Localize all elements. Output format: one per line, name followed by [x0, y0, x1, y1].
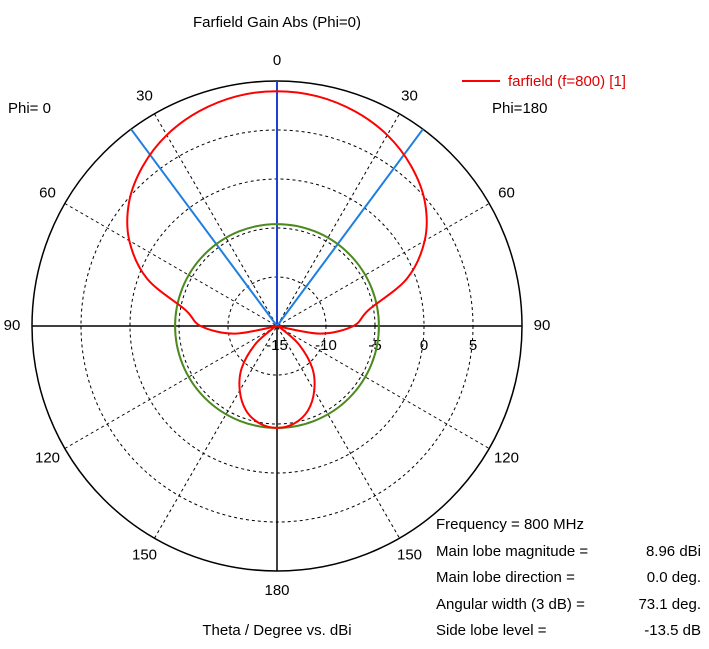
radial-tick-labels: -15 -10 -5 0 5 [266, 337, 477, 354]
angle-tick-label: 150 [132, 546, 157, 563]
series-layer [126, 81, 428, 429]
info-row: Angular width (3 dB) = 73.1 deg. [436, 592, 706, 619]
legend: farfield (f=800) [1] [462, 73, 626, 90]
radial-tick-label: 0 [420, 337, 428, 354]
radial-tick-label: -10 [315, 337, 337, 354]
beamwidth-line [130, 128, 278, 327]
info-label: Main lobe direction = [436, 569, 575, 586]
farfield-info-panel: Frequency = 800 MHz Main lobe magnitude =… [436, 512, 706, 645]
info-row: Frequency = 800 MHz [436, 512, 706, 539]
info-label: Main lobe magnitude = [436, 542, 589, 560]
info-value: 0.0 deg. [646, 569, 701, 586]
grid-spoke [154, 113, 400, 539]
grid-spoke [154, 113, 400, 539]
angle-tick-label: 120 [35, 449, 60, 466]
angle-tick-label: 90 [534, 317, 551, 334]
angle-tick-label: 0 [273, 52, 281, 69]
info-label: Side lobe level = [436, 622, 547, 639]
angle-tick-label: 60 [39, 184, 56, 201]
angle-tick-label: 150 [397, 546, 422, 563]
angle-tick-label: 120 [494, 449, 519, 466]
radial-tick-label: -15 [266, 337, 288, 354]
left-half-label: Phi= 0 [8, 100, 51, 117]
info-row: Main lobe direction = 0.0 deg. [436, 565, 706, 592]
info-row: Main lobe magnitude = 8.96 dBi [436, 539, 706, 566]
beamwidth-line [276, 128, 424, 327]
angle-tick-label: 30 [136, 87, 153, 104]
grid-spoke [64, 203, 490, 449]
angle-tick-label: 90 [4, 317, 21, 334]
grid-spoke [64, 203, 490, 449]
radial-tick-label: 5 [469, 337, 477, 354]
right-half-label: Phi=180 [492, 100, 547, 117]
chart-title: Farfield Gain Abs (Phi=0) [193, 14, 361, 31]
info-row: Side lobe level = -13.5 dB [436, 618, 706, 645]
info-value: -13.5 dB [644, 622, 701, 639]
angle-tick-label: 30 [401, 87, 418, 104]
info-value: 8.96 dBi [645, 542, 701, 560]
angle-tick-labels: 0 30 60 90 120 150 180 150 120 90 60 30 [4, 52, 551, 599]
info-label: Frequency = 800 MHz [436, 516, 584, 533]
angle-tick-label: 60 [498, 184, 515, 201]
angle-tick-label: 180 [264, 582, 289, 599]
x-axis-label: Theta / Degree vs. dBi [202, 622, 351, 639]
legend-label: farfield (f=800) [1] [508, 73, 626, 90]
info-value: 73.1 deg. [638, 595, 701, 613]
info-label: Angular width (3 dB) = [436, 595, 585, 613]
